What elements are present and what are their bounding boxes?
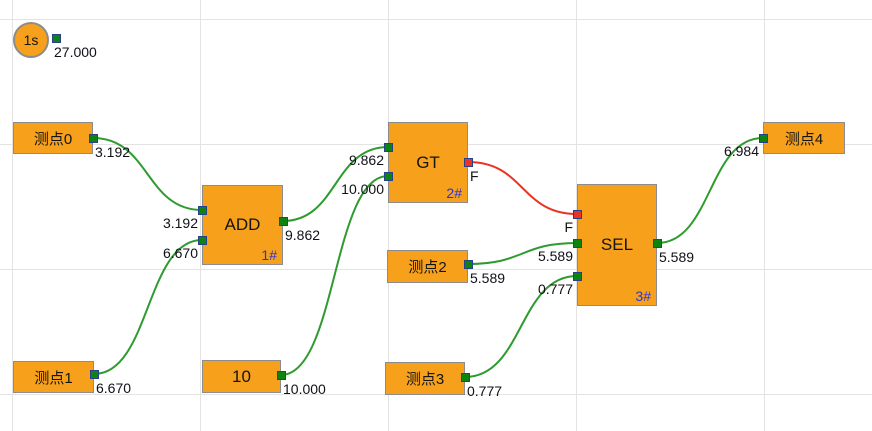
wire-c10-to-gt[interactable] [280, 175, 389, 376]
node-label: 测点4 [784, 130, 824, 148]
node-label: SEL [600, 235, 634, 254]
output-ce0-0-port[interactable] [88, 133, 98, 143]
node-ce0[interactable]: 测点0 [13, 122, 93, 154]
input-sel-1-value: 5.589 [537, 248, 573, 264]
output-ce0-0-value: 3.192 [95, 144, 131, 160]
input-sel-0-value: F [564, 219, 573, 235]
timer-label: 1s [23, 32, 39, 48]
node-add[interactable]: ADD 1# [202, 185, 283, 265]
input-add-1-value: 6.670 [162, 245, 198, 261]
input-gt-0-port[interactable] [383, 142, 393, 152]
input-ce4-0-port[interactable] [758, 133, 768, 143]
wire-sel-to-ce4[interactable] [656, 137, 764, 244]
timer-output-value: 27.000 [54, 44, 97, 60]
node-label: 10 [232, 366, 251, 386]
output-c10-0-port[interactable] [276, 370, 286, 380]
input-sel-2-port[interactable] [572, 271, 582, 281]
wire-ce0-to-add[interactable] [92, 137, 203, 211]
node-label: 测点0 [33, 130, 73, 148]
node-index-label: 2# [446, 185, 462, 201]
node-c10[interactable]: 10 [202, 360, 281, 393]
output-ce1-0-value: 6.670 [96, 380, 132, 396]
input-add-0-port[interactable] [197, 205, 207, 215]
input-sel-1-port[interactable] [572, 238, 582, 248]
output-ce2-0-value: 5.589 [470, 270, 506, 286]
input-gt-0-value: 9.862 [348, 152, 384, 168]
node-ce3[interactable]: 测点3 [385, 362, 465, 395]
output-sel-0-value: 5.589 [659, 249, 695, 265]
wire-ce1-to-add[interactable] [93, 239, 203, 375]
input-gt-1-port[interactable] [383, 171, 393, 181]
output-ce2-0-port[interactable] [463, 259, 473, 269]
wire-add-to-gt[interactable] [282, 146, 389, 222]
wire-gt-to-sel[interactable] [467, 161, 578, 215]
wire-ce2-to-sel[interactable] [467, 242, 578, 265]
node-gt[interactable]: GT 2# [388, 122, 468, 203]
input-sel-2-value: 0.777 [537, 281, 573, 297]
output-ce1-0-port[interactable] [89, 369, 99, 379]
node-label: 测点2 [408, 259, 447, 276]
input-add-0-value: 3.192 [162, 215, 198, 231]
node-ce4[interactable]: 测点4 [763, 122, 845, 154]
input-ce4-0-value: 6.984 [723, 143, 759, 159]
node-sel[interactable]: SEL 3# [577, 184, 657, 306]
node-ce1[interactable]: 测点1 [13, 361, 94, 393]
output-gt-0-port[interactable] [463, 157, 473, 167]
timer-output-port[interactable] [51, 33, 61, 43]
input-add-1-port[interactable] [197, 235, 207, 245]
node-label: ADD [224, 215, 261, 234]
node-index-label: 3# [635, 288, 651, 304]
output-sel-0-port[interactable] [652, 238, 662, 248]
output-ce3-0-port[interactable] [460, 372, 470, 382]
input-gt-1-value: 10.000 [341, 181, 384, 197]
node-label: GT [416, 152, 440, 172]
node-label: 测点3 [405, 371, 445, 388]
node-ce2[interactable]: 测点2 [387, 250, 468, 283]
output-c10-0-value: 10.000 [283, 381, 326, 397]
input-sel-0-port[interactable] [572, 209, 582, 219]
timer-node[interactable]: 1s [13, 22, 49, 58]
output-add-0-value: 9.862 [285, 227, 321, 243]
node-label: 测点1 [34, 369, 73, 387]
wire-ce3-to-sel[interactable] [464, 275, 578, 378]
node-index-label: 1# [261, 247, 277, 263]
output-add-0-port[interactable] [278, 216, 288, 226]
output-gt-0-value: F [470, 168, 479, 184]
output-ce3-0-value: 0.777 [467, 383, 503, 399]
